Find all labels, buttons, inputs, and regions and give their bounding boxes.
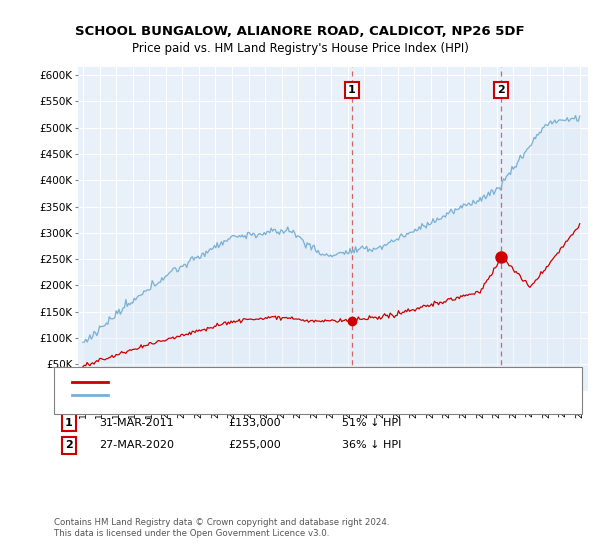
Text: 1: 1: [65, 418, 73, 428]
Text: 2: 2: [497, 85, 505, 95]
Text: SCHOOL BUNGALOW, ALIANORE ROAD, CALDICOT, NP26 5DF (detached house): SCHOOL BUNGALOW, ALIANORE ROAD, CALDICOT…: [114, 377, 510, 387]
Text: 36% ↓ HPI: 36% ↓ HPI: [342, 440, 401, 450]
Text: £255,000: £255,000: [228, 440, 281, 450]
Text: 1: 1: [348, 85, 356, 95]
Text: Price paid vs. HM Land Registry's House Price Index (HPI): Price paid vs. HM Land Registry's House …: [131, 42, 469, 55]
Text: Contains HM Land Registry data © Crown copyright and database right 2024.
This d: Contains HM Land Registry data © Crown c…: [54, 518, 389, 538]
Text: HPI: Average price, detached house, Monmouthshire: HPI: Average price, detached house, Monm…: [114, 390, 376, 400]
Text: 31-MAR-2011: 31-MAR-2011: [99, 418, 173, 428]
Text: 2: 2: [65, 440, 73, 450]
Text: 51% ↓ HPI: 51% ↓ HPI: [342, 418, 401, 428]
Text: 27-MAR-2020: 27-MAR-2020: [99, 440, 174, 450]
Text: SCHOOL BUNGALOW, ALIANORE ROAD, CALDICOT, NP26 5DF: SCHOOL BUNGALOW, ALIANORE ROAD, CALDICOT…: [75, 25, 525, 38]
Text: £133,000: £133,000: [228, 418, 281, 428]
